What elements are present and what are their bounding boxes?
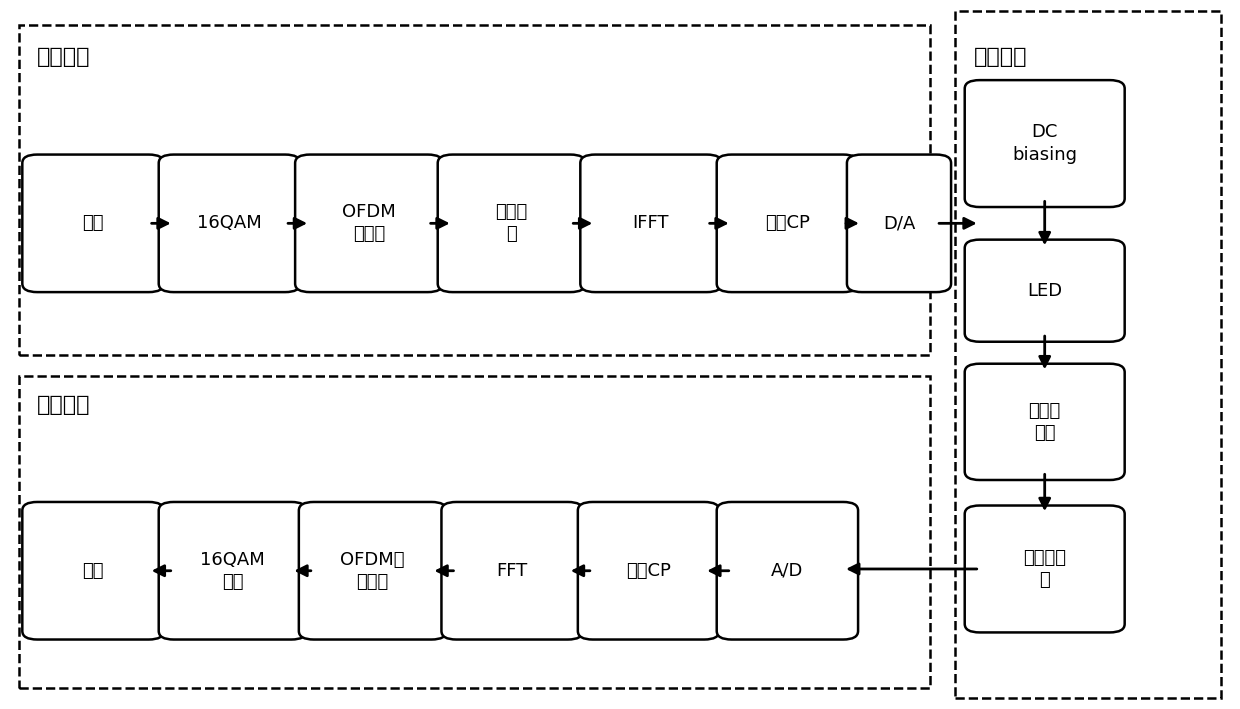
Text: 光电探测
器: 光电探测 器 [1023,549,1066,589]
FancyBboxPatch shape [159,502,306,640]
Text: 数字部分: 数字部分 [37,48,91,67]
FancyBboxPatch shape [580,155,722,292]
Text: 无线光
信道: 无线光 信道 [1028,402,1061,442]
Text: IFFT: IFFT [632,214,670,233]
Text: 数字部分: 数字部分 [37,395,91,415]
FancyBboxPatch shape [159,155,300,292]
Text: 模拟部分: 模拟部分 [973,48,1027,67]
Text: 信源: 信源 [82,214,104,233]
FancyBboxPatch shape [578,502,719,640]
Text: 插入CP: 插入CP [765,214,810,233]
FancyBboxPatch shape [717,155,858,292]
Bar [955,11,1221,698]
Text: D/A: D/A [883,214,915,233]
Bar [19,376,930,688]
Text: 信宿: 信宿 [82,562,104,580]
FancyBboxPatch shape [438,155,585,292]
FancyBboxPatch shape [299,502,446,640]
FancyBboxPatch shape [965,240,1125,342]
Text: OFDM帧
反映射: OFDM帧 反映射 [340,551,405,591]
Text: FFT: FFT [496,562,528,580]
FancyBboxPatch shape [965,364,1125,480]
FancyBboxPatch shape [295,155,443,292]
FancyBboxPatch shape [22,502,164,640]
Text: A/D: A/D [771,562,804,580]
FancyBboxPatch shape [441,502,583,640]
Text: 16QAM: 16QAM [197,214,262,233]
FancyBboxPatch shape [965,80,1125,207]
Text: 去除CP: 去除CP [626,562,671,580]
FancyBboxPatch shape [965,506,1125,632]
Text: 16QAM
解调: 16QAM 解调 [200,551,265,591]
Text: OFDM
帧映射: OFDM 帧映射 [342,203,396,243]
FancyBboxPatch shape [847,155,951,292]
Bar [19,25,930,354]
Text: 共轭对
称: 共轭对 称 [495,203,528,243]
Text: DC
biasing: DC biasing [1012,123,1078,164]
FancyBboxPatch shape [717,502,858,640]
FancyBboxPatch shape [22,155,164,292]
Text: LED: LED [1027,281,1063,300]
